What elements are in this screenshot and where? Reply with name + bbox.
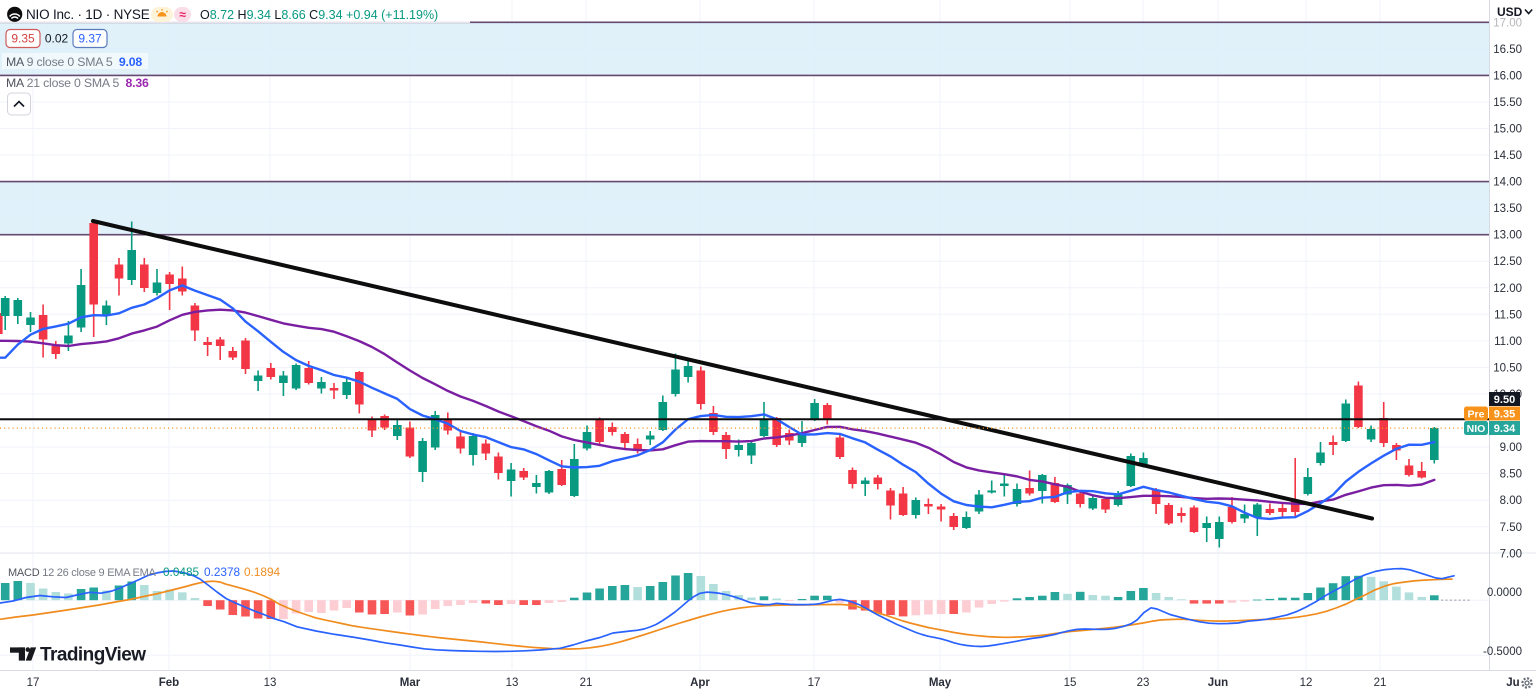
svg-text:16.50: 16.50 <box>1493 44 1522 56</box>
svg-text:13.00: 13.00 <box>1493 230 1522 242</box>
svg-text:0.0000: 0.0000 <box>1487 587 1522 599</box>
svg-text:13.50: 13.50 <box>1493 203 1522 215</box>
svg-text:15.00: 15.00 <box>1493 124 1522 136</box>
svg-text:O8.72 H9.34 L8.66 C9.34 +0.: O8.72 H9.34 L8.66 C9.34 +0.94 (+11.19%) <box>200 8 438 22</box>
svg-text:9.00: 9.00 <box>1500 442 1522 454</box>
svg-text:0.1894: 0.1894 <box>244 565 281 579</box>
svg-text:12: 12 <box>1300 677 1313 689</box>
svg-text:NIO Inc. · 1D · NYSE: NIO Inc. · 1D · NYSE <box>26 7 150 22</box>
svg-text:MA 9 close 0 SMA 5 9.08: MA 9 close 0 SMA 5 9.08 <box>6 55 142 69</box>
svg-text:TradingView: TradingView <box>40 645 146 666</box>
svg-text:7.50: 7.50 <box>1500 522 1522 534</box>
svg-text:12.50: 12.50 <box>1493 256 1522 268</box>
svg-text:14.00: 14.00 <box>1493 177 1522 189</box>
svg-text:11.00: 11.00 <box>1494 336 1522 348</box>
svg-text:May: May <box>929 677 952 689</box>
svg-text:9.35: 9.35 <box>11 32 35 46</box>
svg-text:8.00: 8.00 <box>1500 495 1522 507</box>
svg-text:Jun: Jun <box>1208 677 1228 689</box>
svg-text:Ju: Ju <box>1506 677 1519 689</box>
svg-text:≈: ≈ <box>179 8 186 22</box>
svg-text:15: 15 <box>1064 677 1077 689</box>
svg-text:Apr: Apr <box>690 677 710 689</box>
svg-text:9.37: 9.37 <box>78 32 102 46</box>
svg-text:0.2378: 0.2378 <box>204 565 241 579</box>
svg-text:8.50: 8.50 <box>1500 469 1522 481</box>
svg-text:10.50: 10.50 <box>1493 362 1522 374</box>
svg-text:Pre: Pre <box>1468 409 1485 421</box>
svg-text:MACD 12 26 close 9 EMA EMA: MACD 12 26 close 9 EMA EMA <box>8 567 156 579</box>
svg-text:17: 17 <box>27 677 40 689</box>
svg-text:13: 13 <box>506 677 519 689</box>
svg-text:17.00: 17.00 <box>1493 17 1522 29</box>
svg-text:11.50: 11.50 <box>1494 309 1522 321</box>
svg-text:Feb: Feb <box>159 677 179 689</box>
svg-text:12.00: 12.00 <box>1493 283 1522 295</box>
svg-text:NIO: NIO <box>1467 423 1486 435</box>
svg-text:MA 21 close 0 SMA 5 8.36: MA 21 close 0 SMA 5 8.36 <box>6 76 149 90</box>
svg-text:16.00: 16.00 <box>1493 70 1522 82</box>
svg-text:USD: USD <box>1497 5 1523 19</box>
svg-text:15.50: 15.50 <box>1493 97 1522 109</box>
svg-text:13: 13 <box>264 677 277 689</box>
svg-text:9.35: 9.35 <box>1494 409 1515 421</box>
svg-text:Mar: Mar <box>400 677 421 689</box>
svg-text:7.00: 7.00 <box>1500 548 1522 560</box>
svg-text:17: 17 <box>808 677 821 689</box>
svg-text:9.34: 9.34 <box>1494 423 1516 435</box>
svg-text:14.50: 14.50 <box>1493 150 1522 162</box>
svg-text:21: 21 <box>1374 677 1387 689</box>
svg-text:-0.5000: -0.5000 <box>1483 646 1522 658</box>
svg-text:0.02: 0.02 <box>45 32 69 46</box>
svg-text:0.0485: 0.0485 <box>163 565 200 579</box>
svg-text:21: 21 <box>580 677 593 689</box>
svg-text:23: 23 <box>1137 677 1150 689</box>
svg-text:9.50: 9.50 <box>1494 394 1515 406</box>
